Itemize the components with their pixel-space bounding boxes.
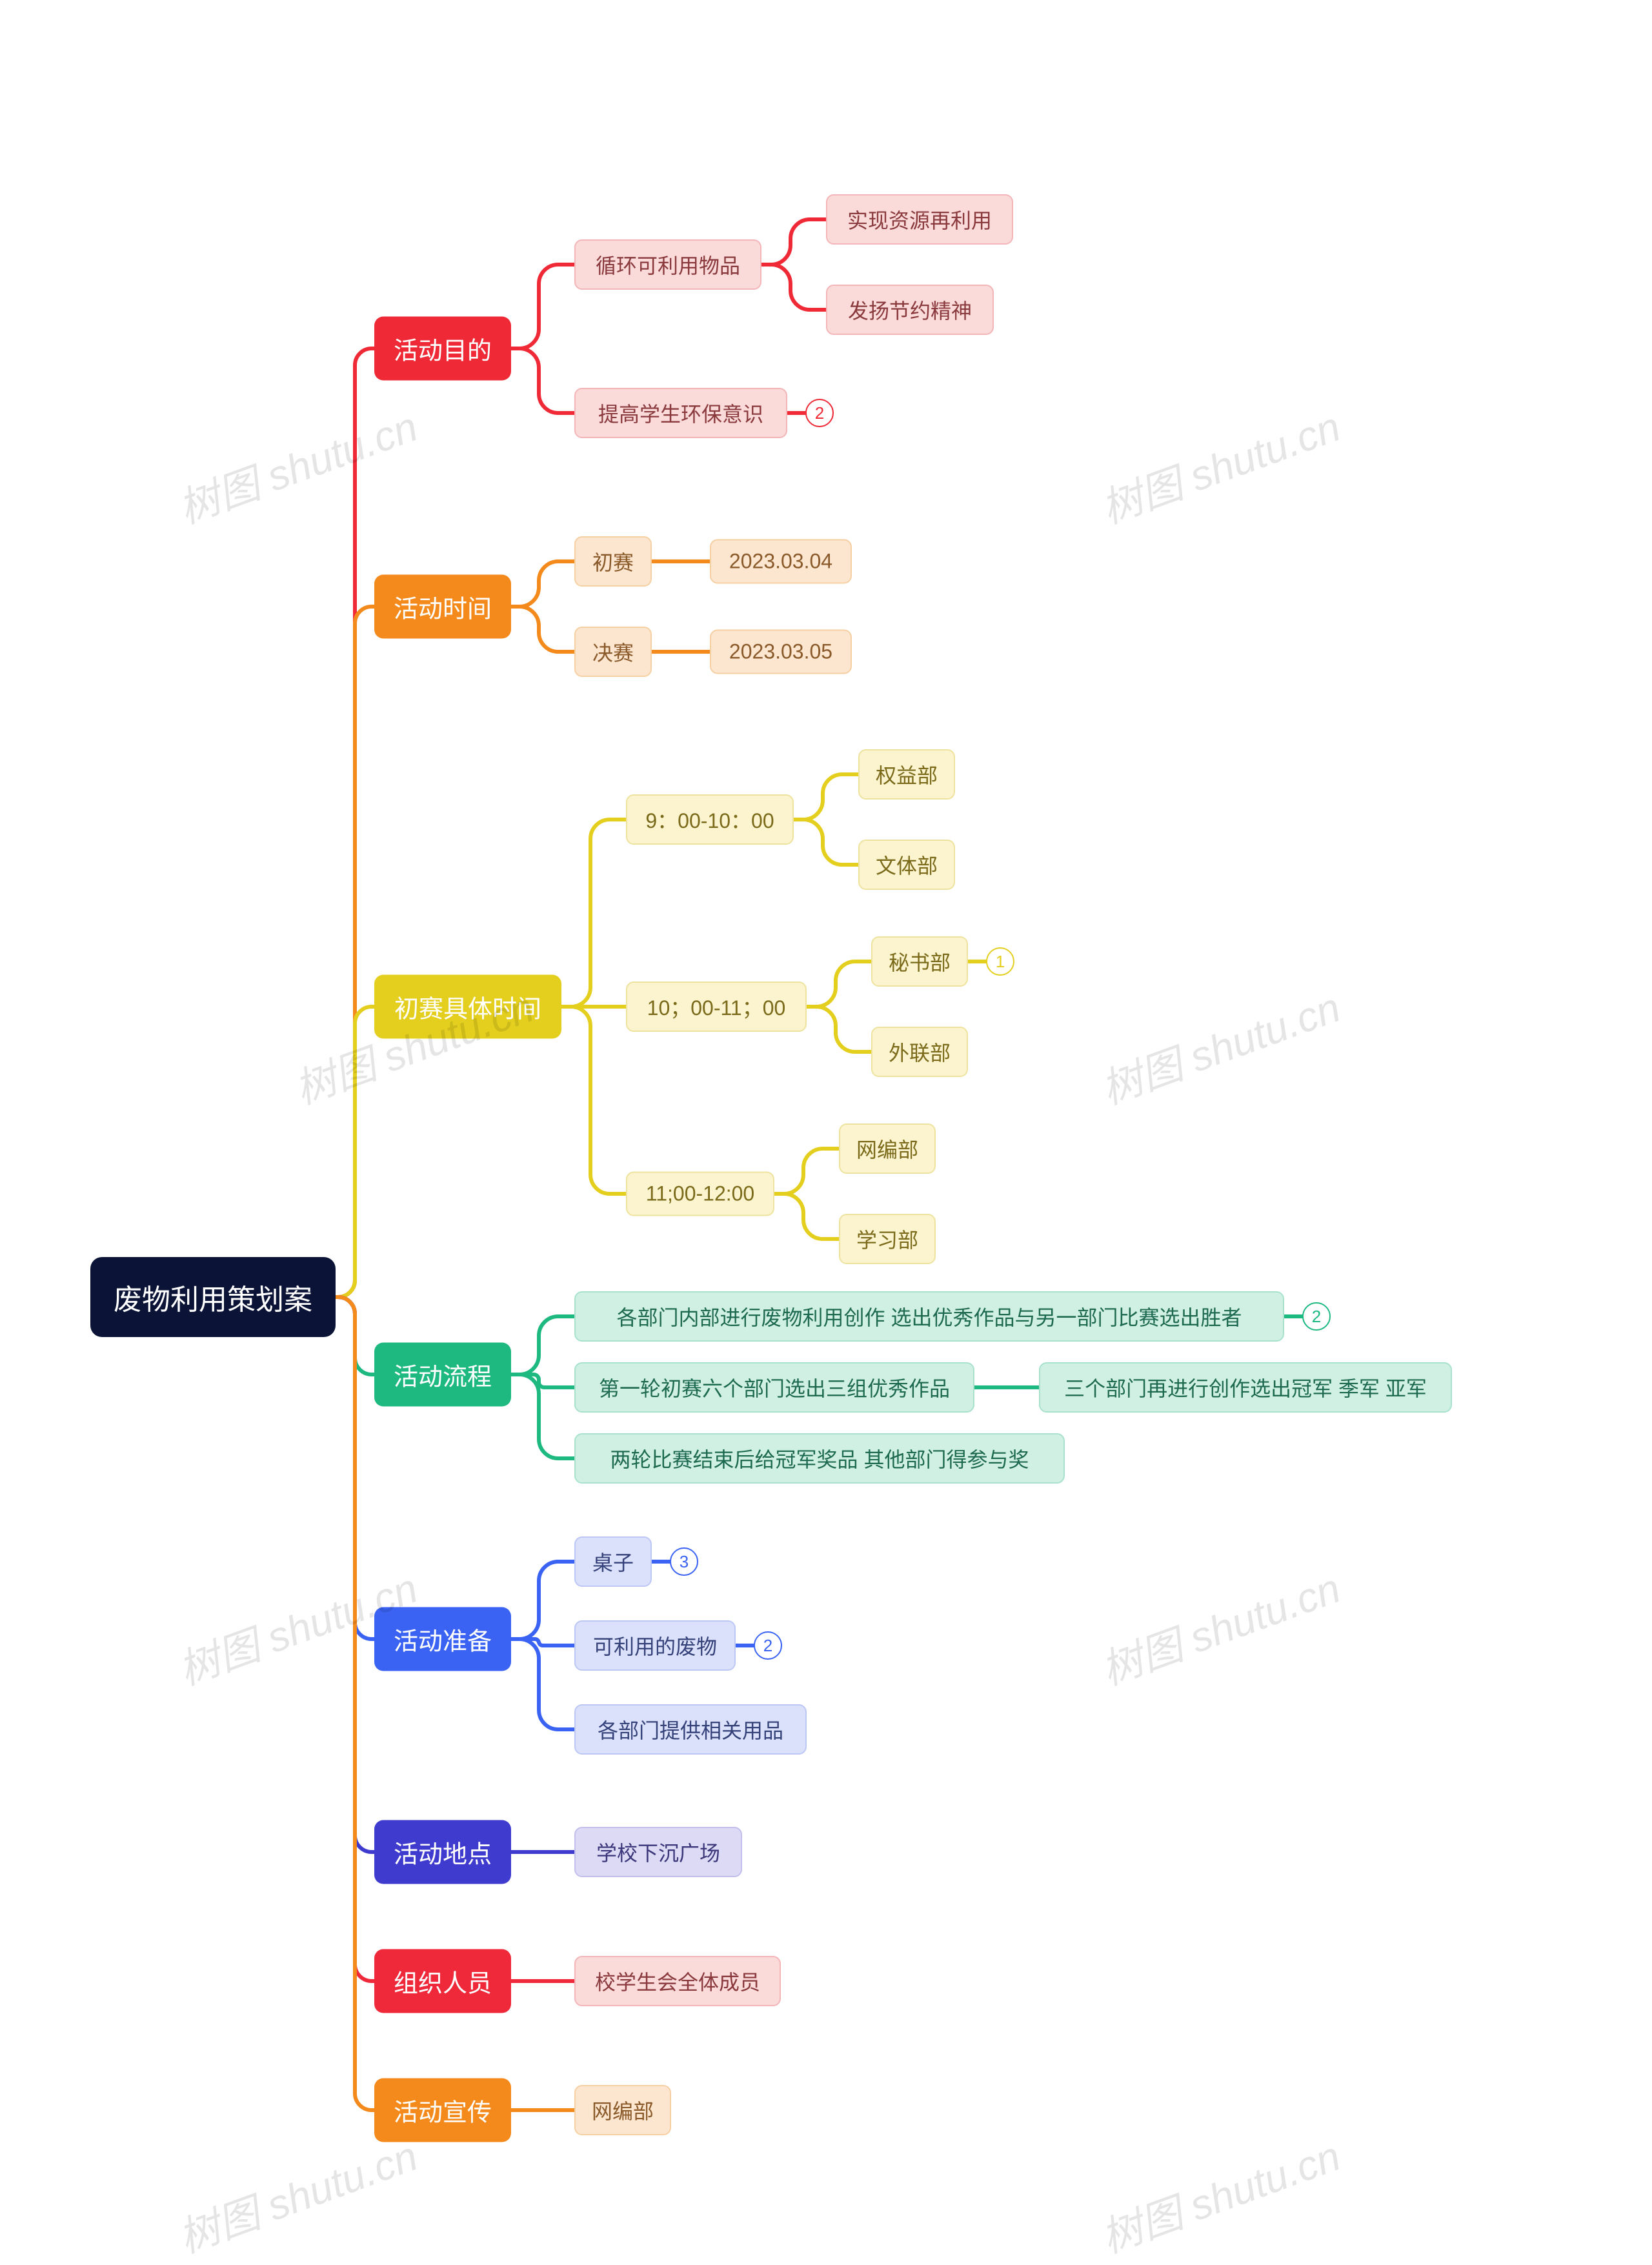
leaf-node: 两轮比赛结束后给冠军奖品 其他部门得参与奖 <box>574 1433 1065 1484</box>
node-label: 活动地点 <box>394 1835 492 1870</box>
leaf-node: 提高学生环保意识 <box>574 388 787 438</box>
node-label: 废物利用策划案 <box>114 1276 312 1318</box>
node-label: 两轮比赛结束后给冠军奖品 其他部门得参与奖 <box>610 1444 1029 1473</box>
node-label: 各部门提供相关用品 <box>598 1715 783 1744</box>
branch-node: 活动地点 <box>374 1820 511 1884</box>
edge-layer <box>0 0 1652 2264</box>
count-badge: 2 <box>805 399 834 427</box>
watermark: 树图 shutu.cn <box>1092 1555 1347 1696</box>
node-label: 各部门内部进行废物利用创作 选出优秀作品与另一部门比赛选出胜者 <box>617 1302 1242 1331</box>
node-label: 2023.03.05 <box>729 640 832 664</box>
branch-node: 活动流程 <box>374 1343 511 1407</box>
branch-node: 组织人员 <box>374 1949 511 2013</box>
node-label: 可利用的废物 <box>593 1631 717 1660</box>
node-label: 秘书部 <box>889 947 951 976</box>
count-badge: 2 <box>1302 1302 1331 1331</box>
node-label: 10；00-11；00 <box>647 992 786 1022</box>
node-label: 网编部 <box>592 2095 654 2125</box>
node-label: 桌子 <box>592 1547 634 1576</box>
count-badge: 1 <box>986 947 1014 976</box>
watermark: 树图 shutu.cn <box>1092 974 1347 1116</box>
branch-node: 活动时间 <box>374 575 511 639</box>
leaf-node: 桌子 <box>574 1536 652 1587</box>
node-label: 2023.03.04 <box>729 550 832 574</box>
node-label: 活动流程 <box>394 1357 492 1393</box>
mindmap-canvas: 废物利用策划案 活动目的活动时间初赛具体时间活动流程活动准备活动地点组织人员活动宣… <box>0 0 1652 2264</box>
leaf-node: 秘书部 <box>871 936 968 987</box>
node-label: 决赛 <box>592 637 634 667</box>
node-label: 初赛 <box>592 547 634 576</box>
branch-node: 活动宣传 <box>374 2079 511 2142</box>
node-label: 9：00-10：00 <box>645 805 774 834</box>
watermark: 树图 shutu.cn <box>169 394 425 535</box>
node-label: 11;00-12:00 <box>646 1182 754 1206</box>
node-label: 文体部 <box>876 850 938 880</box>
node-label: 第一轮初赛六个部门选出三组优秀作品 <box>599 1373 950 1402</box>
node-label: 循环可利用物品 <box>596 250 740 279</box>
leaf-node: 网编部 <box>839 1123 936 1174</box>
leaf-node: 实现资源再利用 <box>826 194 1013 245</box>
watermark: 树图 shutu.cn <box>1092 394 1347 535</box>
node-label: 发扬节约精神 <box>848 295 972 325</box>
leaf-node: 权益部 <box>858 749 955 800</box>
node-label: 校学生会全体成员 <box>595 1966 760 1996</box>
branch-node: 活动准备 <box>374 1607 511 1671</box>
node-label: 实现资源再利用 <box>847 205 992 234</box>
leaf-node: 网编部 <box>574 2085 671 2135</box>
leaf-node: 第一轮初赛六个部门选出三组优秀作品 <box>574 1362 974 1413</box>
leaf-node: 三个部门再进行创作选出冠军 季军 亚军 <box>1039 1362 1452 1413</box>
node-label: 三个部门再进行创作选出冠军 季军 亚军 <box>1064 1373 1427 1402</box>
node-label: 学习部 <box>856 1224 918 1254</box>
branch-node: 初赛具体时间 <box>374 975 561 1039</box>
node-label: 学校下沉广场 <box>596 1837 720 1867</box>
branch-node: 活动目的 <box>374 317 511 381</box>
leaf-node: 校学生会全体成员 <box>574 1956 781 2006</box>
node-label: 网编部 <box>856 1134 918 1163</box>
leaf-node: 2023.03.04 <box>710 539 852 584</box>
leaf-node: 发扬节约精神 <box>826 285 994 335</box>
count-badge: 2 <box>754 1631 782 1660</box>
node-label: 初赛具体时间 <box>394 989 541 1025</box>
leaf-node: 10；00-11；00 <box>626 982 807 1032</box>
leaf-node: 各部门内部进行废物利用创作 选出优秀作品与另一部门比赛选出胜者 <box>574 1291 1284 1342</box>
leaf-node: 初赛 <box>574 536 652 587</box>
node-label: 提高学生环保意识 <box>598 398 763 428</box>
leaf-node: 可利用的废物 <box>574 1620 736 1671</box>
count-badge: 3 <box>670 1547 698 1576</box>
node-label: 权益部 <box>876 760 938 789</box>
leaf-node: 外联部 <box>871 1027 968 1077</box>
leaf-node: 决赛 <box>574 627 652 677</box>
root-node: 废物利用策划案 <box>90 1257 336 1337</box>
node-label: 组织人员 <box>394 1964 492 1999</box>
leaf-node: 文体部 <box>858 840 955 890</box>
leaf-node: 学习部 <box>839 1214 936 1264</box>
node-label: 活动时间 <box>394 589 492 625</box>
watermark: 树图 shutu.cn <box>169 2123 425 2264</box>
node-label: 活动目的 <box>394 331 492 367</box>
node-label: 活动宣传 <box>394 2093 492 2128</box>
leaf-node: 学校下沉广场 <box>574 1827 742 1877</box>
leaf-node: 9：00-10：00 <box>626 794 794 845</box>
node-label: 活动准备 <box>394 1622 492 1657</box>
leaf-node: 各部门提供相关用品 <box>574 1704 807 1755</box>
leaf-node: 11;00-12:00 <box>626 1172 774 1216</box>
leaf-node: 2023.03.05 <box>710 630 852 674</box>
leaf-node: 循环可利用物品 <box>574 239 761 290</box>
watermark: 树图 shutu.cn <box>1092 2123 1347 2264</box>
node-label: 外联部 <box>889 1037 951 1067</box>
